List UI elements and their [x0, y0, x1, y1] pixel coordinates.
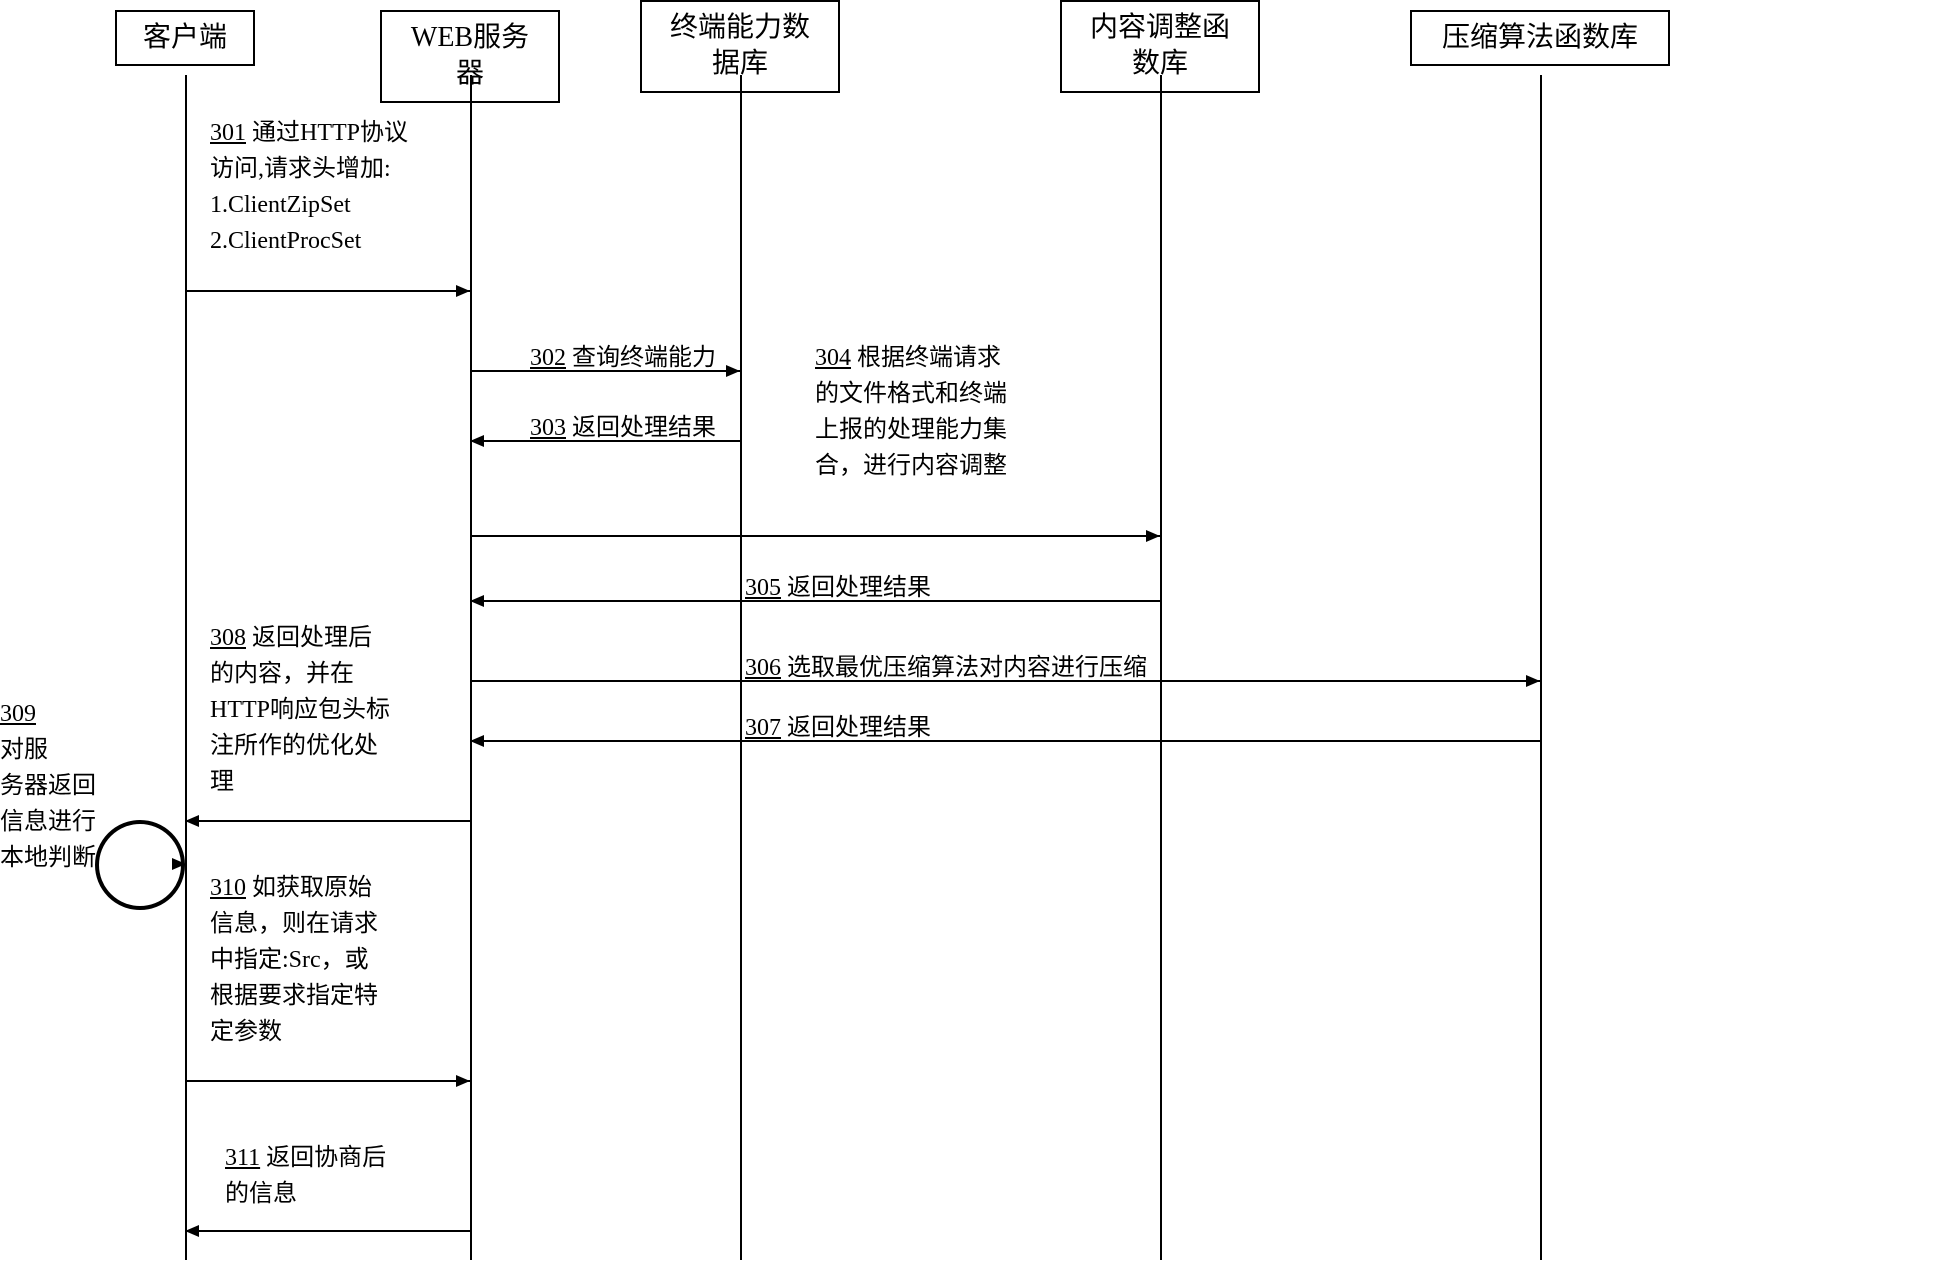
msg-label-302: 302 查询终端能力: [530, 340, 716, 376]
msg-arrowhead-303: [470, 435, 484, 447]
msg-arrow-310: [185, 1080, 470, 1082]
step-num: 302: [530, 345, 566, 371]
msg-text: 返回处理结果: [566, 415, 716, 441]
msg-arrow-308: [185, 820, 470, 822]
msg-arrow-301: [185, 290, 470, 292]
msg-label-303: 303 返回处理结果: [530, 410, 716, 446]
msg-text: 选取最优压缩算法对内容进行压缩: [781, 655, 1147, 681]
msg-label-307: 307 返回处理结果: [745, 710, 931, 746]
msg-text: 返回处理结果: [781, 575, 931, 601]
participant-client: 客户端: [115, 10, 255, 66]
msg-text: 返回处理结果: [781, 715, 931, 741]
msg-label-308: 308 返回处理后 的内容，并在 HTTP响应包头标 注所作的优化处 理: [210, 620, 390, 800]
self-loop-arrow: [172, 858, 186, 870]
step-num: 308: [210, 625, 246, 651]
msg-arrowhead-302: [726, 365, 740, 377]
step-num: 311: [225, 1145, 260, 1171]
step-num: 309: [0, 701, 36, 727]
step-num: 307: [745, 715, 781, 741]
lifeline-db: [740, 75, 742, 1260]
lifeline-client: [185, 75, 187, 1260]
msg-arrowhead-311: [185, 1225, 199, 1237]
msg-arrowhead-310: [456, 1075, 470, 1087]
msg-arrowhead-307: [470, 735, 484, 747]
participant-label: 终端能力数 据库: [670, 12, 810, 79]
msg-text: 对服 务器返回 信息进行 本地判断: [0, 737, 96, 871]
participant-label: 客户端: [143, 22, 227, 53]
step-num: 305: [745, 575, 781, 601]
participant-label: 内容调整函 数库: [1090, 12, 1230, 79]
lifeline-content: [1160, 75, 1162, 1260]
step-num: 310: [210, 875, 246, 901]
msg-arrow-304: [470, 535, 1160, 537]
msg-text: 查询终端能力: [566, 345, 716, 371]
lifeline-web: [470, 75, 472, 1260]
msg-label-311: 311 返回协商后 的信息: [225, 1140, 386, 1212]
step-num: 303: [530, 415, 566, 441]
msg-arrowhead-306: [1526, 675, 1540, 687]
step-num: 304: [815, 345, 851, 371]
msg-arrowhead-305: [470, 595, 484, 607]
msg-label-305: 305 返回处理结果: [745, 570, 931, 606]
step-num: 306: [745, 655, 781, 681]
msg-label-301: 301 通过HTTP协议 访问,请求头增加: 1.ClientZipSet 2.…: [210, 115, 408, 259]
msg-label-304: 304 根据终端请求 的文件格式和终端 上报的处理能力集 合，进行内容调整: [815, 340, 1007, 484]
msg-arrowhead-308: [185, 815, 199, 827]
participant-compress: 压缩算法函数库: [1410, 10, 1670, 66]
lifeline-compress: [1540, 75, 1542, 1260]
msg-arrow-307: [470, 740, 1540, 742]
msg-label-306: 306 选取最优压缩算法对内容进行压缩: [745, 650, 1147, 686]
msg-arrow-311: [185, 1230, 470, 1232]
msg-arrowhead-301: [456, 285, 470, 297]
participant-label: 压缩算法函数库: [1442, 22, 1638, 53]
msg-arrowhead-304: [1146, 530, 1160, 542]
step-num: 301: [210, 120, 246, 146]
msg-label-310: 310 如获取原始 信息，则在请求 中指定:Src，或 根据要求指定特 定参数: [210, 870, 378, 1050]
